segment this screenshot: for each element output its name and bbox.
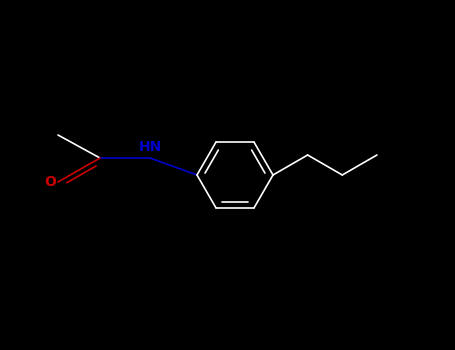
- Text: O: O: [44, 175, 56, 189]
- Text: HN: HN: [138, 140, 162, 154]
